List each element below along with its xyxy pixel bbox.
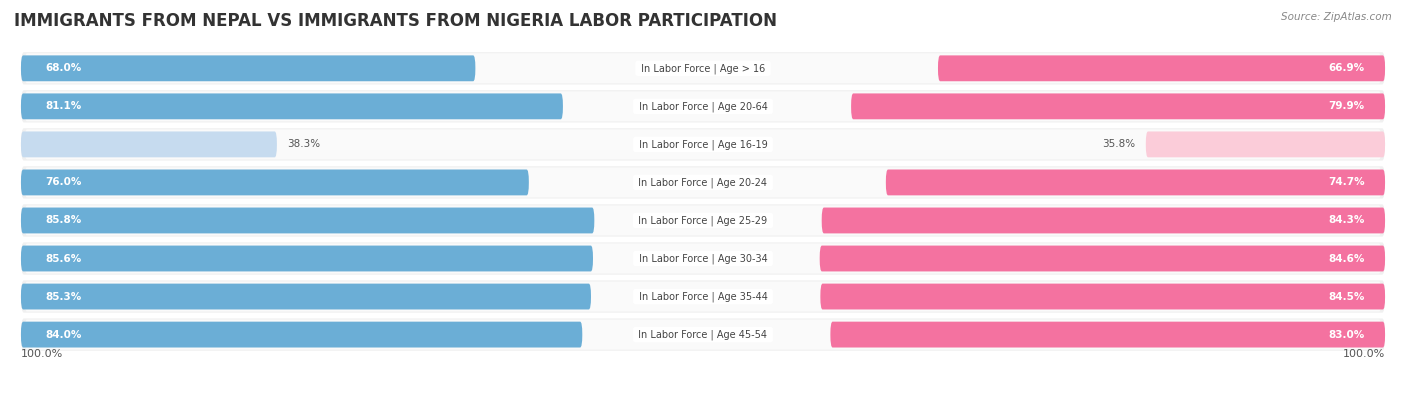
Text: In Labor Force | Age 20-64: In Labor Force | Age 20-64 (636, 101, 770, 112)
FancyBboxPatch shape (851, 94, 1385, 119)
Text: 84.0%: 84.0% (45, 329, 82, 340)
FancyBboxPatch shape (24, 205, 1382, 235)
FancyBboxPatch shape (21, 128, 1385, 160)
Text: 38.3%: 38.3% (287, 139, 321, 149)
Text: 84.5%: 84.5% (1329, 292, 1364, 301)
FancyBboxPatch shape (21, 280, 1385, 313)
FancyBboxPatch shape (820, 284, 1385, 309)
FancyBboxPatch shape (24, 167, 1382, 198)
FancyBboxPatch shape (21, 246, 593, 271)
Text: IMMIGRANTS FROM NEPAL VS IMMIGRANTS FROM NIGERIA LABOR PARTICIPATION: IMMIGRANTS FROM NEPAL VS IMMIGRANTS FROM… (14, 12, 778, 30)
FancyBboxPatch shape (21, 90, 1385, 122)
FancyBboxPatch shape (21, 207, 595, 233)
Text: 85.3%: 85.3% (45, 292, 82, 301)
FancyBboxPatch shape (21, 204, 1385, 237)
Legend: Immigrants from Nepal, Immigrants from Nigeria: Immigrants from Nepal, Immigrants from N… (520, 394, 886, 395)
FancyBboxPatch shape (831, 322, 1385, 348)
Text: In Labor Force | Age 20-24: In Labor Force | Age 20-24 (636, 177, 770, 188)
FancyBboxPatch shape (21, 322, 582, 348)
Text: Source: ZipAtlas.com: Source: ZipAtlas.com (1281, 12, 1392, 22)
FancyBboxPatch shape (1146, 132, 1385, 157)
Text: 68.0%: 68.0% (45, 63, 82, 73)
Text: 85.6%: 85.6% (45, 254, 82, 263)
FancyBboxPatch shape (21, 169, 529, 196)
Text: In Labor Force | Age 16-19: In Labor Force | Age 16-19 (636, 139, 770, 150)
FancyBboxPatch shape (21, 166, 1385, 199)
FancyBboxPatch shape (886, 169, 1385, 196)
Text: In Labor Force | Age 25-29: In Labor Force | Age 25-29 (636, 215, 770, 226)
FancyBboxPatch shape (24, 282, 1382, 312)
FancyBboxPatch shape (24, 243, 1382, 273)
Text: 84.3%: 84.3% (1329, 215, 1364, 226)
Text: 76.0%: 76.0% (45, 177, 82, 188)
Text: 74.7%: 74.7% (1327, 177, 1364, 188)
FancyBboxPatch shape (24, 130, 1382, 160)
FancyBboxPatch shape (24, 53, 1382, 83)
FancyBboxPatch shape (21, 132, 277, 157)
FancyBboxPatch shape (21, 55, 475, 81)
FancyBboxPatch shape (21, 318, 1385, 351)
Text: 79.9%: 79.9% (1329, 102, 1364, 111)
FancyBboxPatch shape (820, 246, 1385, 271)
Text: In Labor Force | Age 30-34: In Labor Force | Age 30-34 (636, 253, 770, 264)
Text: 35.8%: 35.8% (1102, 139, 1136, 149)
FancyBboxPatch shape (24, 320, 1382, 350)
Text: In Labor Force | Age > 16: In Labor Force | Age > 16 (638, 63, 768, 73)
FancyBboxPatch shape (821, 207, 1385, 233)
FancyBboxPatch shape (21, 284, 591, 309)
FancyBboxPatch shape (24, 91, 1382, 121)
Text: 83.0%: 83.0% (1329, 329, 1364, 340)
Text: 66.9%: 66.9% (1329, 63, 1364, 73)
Text: In Labor Force | Age 45-54: In Labor Force | Age 45-54 (636, 329, 770, 340)
Text: 85.8%: 85.8% (45, 215, 82, 226)
Text: In Labor Force | Age 35-44: In Labor Force | Age 35-44 (636, 291, 770, 302)
Text: 84.6%: 84.6% (1329, 254, 1364, 263)
Text: 100.0%: 100.0% (1343, 349, 1385, 359)
FancyBboxPatch shape (21, 52, 1385, 85)
Text: 81.1%: 81.1% (45, 102, 82, 111)
FancyBboxPatch shape (938, 55, 1385, 81)
FancyBboxPatch shape (21, 243, 1385, 275)
Text: 100.0%: 100.0% (21, 349, 63, 359)
FancyBboxPatch shape (21, 94, 562, 119)
